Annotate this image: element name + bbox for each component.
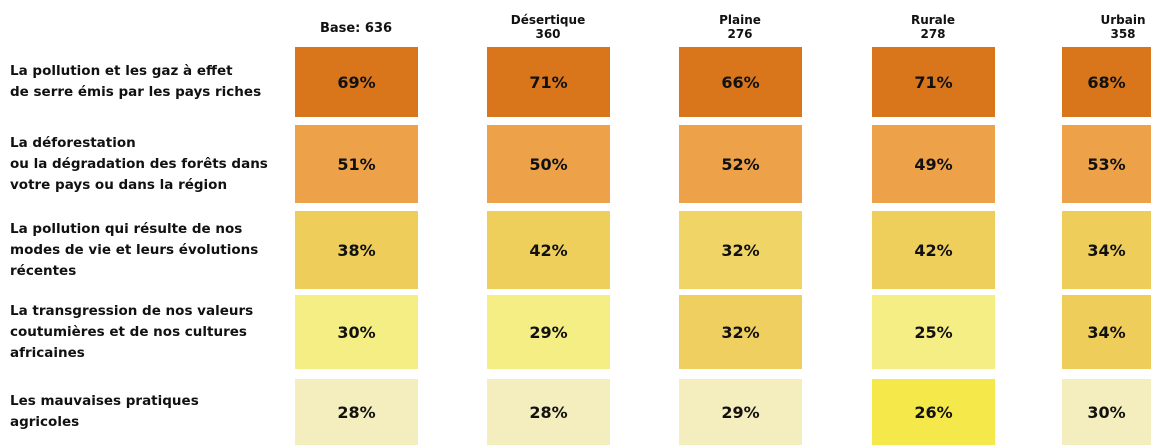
cell: 68% xyxy=(1062,47,1151,117)
cell: 30% xyxy=(295,295,418,369)
cell: 34% xyxy=(1062,211,1151,289)
column-header: Rurale xyxy=(910,13,956,27)
row-label-line: votre pays ou dans la région xyxy=(10,176,228,193)
cell: 51% xyxy=(295,125,418,203)
row-label-line: agricoles xyxy=(10,414,80,430)
cell: 29% xyxy=(487,295,610,369)
row-label-line: Les mauvaises pratiques xyxy=(10,393,199,409)
cell: 42% xyxy=(872,211,995,289)
cell: 53% xyxy=(1062,125,1151,203)
cell: 26% xyxy=(872,379,995,445)
cell: 34% xyxy=(1062,295,1151,369)
cell: 50% xyxy=(487,125,610,203)
cell: 38% xyxy=(295,211,418,289)
column-header: Urbain xyxy=(1100,13,1146,27)
cell: 49% xyxy=(872,125,995,203)
row-label-line: africaines xyxy=(10,344,85,361)
row-label: La déforestation ou la dégradation des fo… xyxy=(10,125,290,203)
row-label-line: La pollution qui résulte de nos xyxy=(10,220,243,237)
column-count: 278 xyxy=(920,27,946,41)
cell: 28% xyxy=(487,379,610,445)
cell: 52% xyxy=(679,125,802,203)
row-label: La pollution et les gaz à effet de serre … xyxy=(10,47,290,117)
row-label-line: de serre émis par les pays riches xyxy=(10,84,262,100)
cell: 42% xyxy=(487,211,610,289)
cell: 71% xyxy=(487,47,610,117)
row-label-line: La déforestation xyxy=(10,134,136,151)
cell: 25% xyxy=(872,295,995,369)
column-header: Désertique xyxy=(510,13,586,27)
cell: 69% xyxy=(295,47,418,117)
cell: 32% xyxy=(679,211,802,289)
row-label: La pollution qui résulte de nos modes de … xyxy=(10,211,290,289)
row-label-line: modes de vie et leurs évolutions xyxy=(10,241,259,258)
row-label-line: La transgression de nos valeurs xyxy=(10,302,254,319)
row-label: Les mauvaises pratiques agricoles xyxy=(10,379,290,445)
column-header: Plaine xyxy=(719,13,761,27)
row-label-line: La pollution et les gaz à effet xyxy=(10,63,233,79)
column-header: Base: 636 xyxy=(319,21,393,36)
cell: 66% xyxy=(679,47,802,117)
cell: 28% xyxy=(295,379,418,445)
row-label-line: coutumières et de nos cultures xyxy=(10,323,247,340)
cell: 71% xyxy=(872,47,995,117)
column-count: 358 xyxy=(1110,27,1136,41)
cell: 32% xyxy=(679,295,802,369)
cell: 30% xyxy=(1062,379,1151,445)
row-label-line: récentes xyxy=(10,262,77,279)
column-count: 276 xyxy=(727,27,753,41)
cell: 29% xyxy=(679,379,802,445)
column-count: 360 xyxy=(535,27,561,41)
row-label-line: ou la dégradation des forêts dans xyxy=(10,155,268,172)
row-label: La transgression de nos valeurs coutumièr… xyxy=(10,295,290,369)
